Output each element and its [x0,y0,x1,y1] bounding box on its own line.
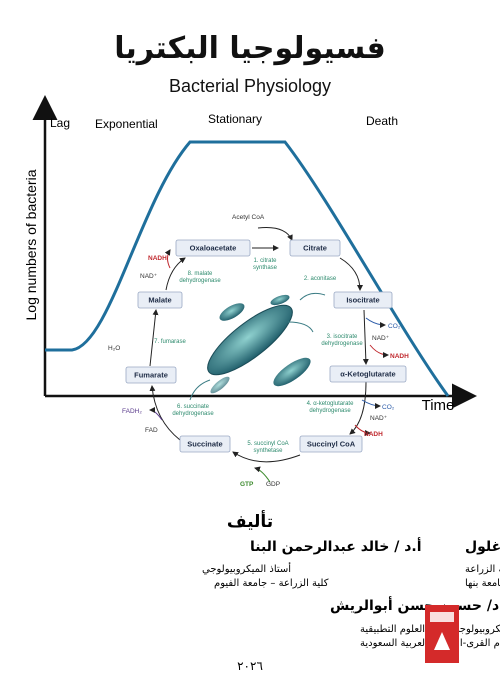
cofactor-arrow [257,227,293,241]
cofactor: NADH [148,255,167,262]
cycle-arrow [165,257,186,291]
cycle-arrow [362,309,369,365]
enzyme-label: synthetase [253,448,283,454]
node-box [299,435,363,453]
cofactor: Acetyl CoA [232,214,265,221]
cycle-node: α-Ketoglutarate [340,369,395,378]
enzyme-label: 3. isocitrate [327,334,358,340]
cycle-node: Fumarate [134,370,168,379]
node-box [175,239,251,257]
y-axis-label: Log numbers of bacteria [23,169,39,320]
cofactor: H₂O [108,345,120,352]
cycle-node: Succinyl CoA [307,439,356,448]
enzyme-label: 5. succinyl CoA [247,441,288,447]
cofactor: GDP [266,481,280,488]
cofactor-arrow [365,317,386,328]
author-name: أ. د/ راشد عبدالفتاح زغلول [465,537,500,555]
node-box [137,291,183,309]
phase-label: Death [366,114,398,128]
author-line: لشئون التعليم والطلاب السابق- جامعة بنها [465,578,500,589]
cofactor: NAD⁺ [372,335,390,342]
cofactor-arrow [361,399,381,409]
publisher-logo [425,605,459,663]
cofactor: NAD⁺ [370,415,388,422]
cycle-node: Oxaloacetate [190,243,237,252]
cofactor-arrow [369,344,389,358]
node-box [329,365,407,383]
cofactor: CO₂ [388,323,401,330]
enzyme-label: 4. α-ketoglutarate [307,401,354,407]
author-line: كلية الزراعة – جامعة الفيوم [214,578,329,589]
phase-label: Lag [50,116,70,130]
author-line: أستاذ الميكروبيولوجي ووكيل كلية الزراعة [465,562,500,575]
enzyme-label: dehydrogenase [309,408,351,414]
enzyme-label: 7. fumarase [154,339,186,345]
cofactor-arrow [254,466,271,483]
cycle-node: Malate [148,295,171,304]
cycle-node: Citrate [303,243,327,252]
enzyme-label: 8. malate [188,271,213,277]
cycle-node: Succinate [187,439,222,448]
author-name: أ.د / خالد عبدالرحمن البنا [250,537,422,555]
cycle-arrow [149,385,181,441]
enzyme-label: 1. citrate [253,258,277,264]
author-line: أستاذ الميكروبيولوجي [202,562,291,575]
cycle-node: Isocitrate [346,295,379,304]
cofactor: NAD⁺ [140,273,158,280]
cofactor: FAD [145,427,158,434]
author-name: أ.د/ حسين حسن أبوالريش [330,596,500,614]
title-arabic: فسيولوجيا البكتريا [114,31,386,66]
phase-label: Stationary [208,112,262,126]
enzyme-label: dehydrogenase [172,411,214,417]
enzyme-label: 2. aconitase [304,276,337,282]
cofactor-arrow [164,249,171,269]
cycle-arrow [339,257,363,291]
authors-heading: تأليف [227,510,273,532]
cycle-arrow [349,381,367,435]
year: ٢٠٢٦ [237,659,263,673]
phase-label: Exponential [95,117,158,131]
cycle-arrow [232,451,301,463]
enzyme-label: synthase [253,265,278,271]
growth-curve [45,140,450,397]
cofactor-arrow [149,407,163,421]
bacteria-illustration [189,292,326,401]
enzyme-label: 6. succinate [177,404,210,410]
enzyme-label: dehydrogenase [179,278,221,284]
cycle-arrow [149,309,159,367]
cofactor-arrow [354,424,371,436]
cofactor: FADH₂ [122,408,142,415]
cofactor: GTP [240,481,254,488]
cofactor: NADH [390,353,409,360]
cofactor: CO₂ [382,404,395,411]
node-box [125,366,177,384]
cofactor: NADH [364,431,383,438]
node-box [333,291,393,309]
node-box [289,239,341,257]
node-box [179,435,231,453]
title-english: Bacterial Physiology [169,76,331,96]
x-axis-label: Time [422,397,455,414]
enzyme-label: dehydrogenase [321,341,363,347]
